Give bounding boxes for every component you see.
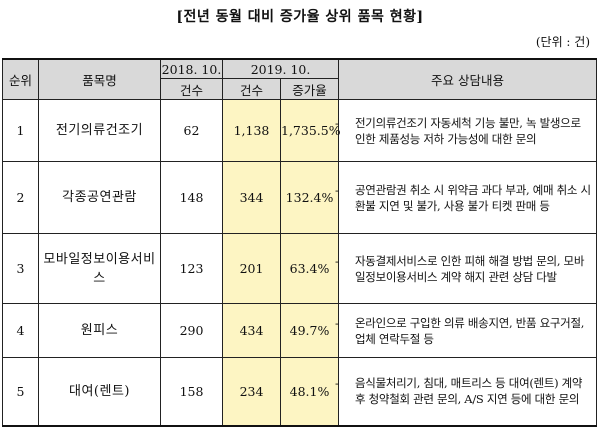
header-curr-period: 2019. 10.: [221, 58, 340, 79]
header-item: 품목명: [38, 58, 161, 100]
prev-count-cell: 158: [160, 357, 223, 426]
prev-count-cell: 123: [160, 233, 223, 304]
details-text: 공연관람권 취소 시 위약금 과다 부과, 예매 취소 시 환불 지연 및 불가…: [355, 182, 591, 213]
growth-cell: 132.4%: [279, 161, 340, 234]
item-name-cell: 전기의류건조기: [38, 99, 161, 162]
rank-cell: 5: [2, 357, 39, 426]
rank-cell: 3: [2, 233, 39, 304]
prev-count-cell: 290: [160, 303, 223, 358]
table-row: 1 전기의류건조기 62 1,138 1,735.5% - 전기의류건조기 자동세…: [2, 99, 598, 162]
prev-count-cell: 62: [160, 99, 223, 162]
details-cell: - 전기의류건조기 자동세척 기능 불만, 녹 발생으로 인한 제품성능 저하 가…: [335, 99, 598, 162]
curr-count-cell: 201: [222, 233, 281, 304]
header-prev-period: 2018. 10.: [160, 58, 223, 79]
details-cell: - 온라인으로 구입한 의류 배송지연, 반품 요구거절, 업체 연락두절 등: [335, 303, 598, 358]
details-text: 전기의류건조기 자동세척 기능 불만, 녹 발생으로 인한 제품성능 저하 가능…: [355, 115, 581, 146]
unit-label: (단위 : 건): [535, 35, 590, 49]
rank-cell: 2: [2, 161, 39, 234]
table-row: 5 대여(렌트) 158 234 48.1% - 음식물처리기, 침대, 매트리스…: [2, 357, 598, 426]
top-growth-items-table: 순위 품목명 2018. 10. 2019. 10. 주요 상담내용 건수 건수…: [2, 58, 598, 427]
header-details: 주요 상담내용: [338, 58, 598, 100]
table-row: 4 원피스 290 434 49.7% - 온라인으로 구입한 의류 배송지연, …: [2, 303, 598, 358]
growth-cell: 49.7%: [279, 303, 340, 358]
curr-count-cell: 1,138: [222, 99, 281, 162]
item-name-cell: 원피스: [38, 303, 161, 358]
header-prev-count: 건수: [160, 78, 223, 100]
details-cell: - 공연관람권 취소 시 위약금 과다 부과, 예매 취소 시 환불 지연 및 불…: [335, 161, 598, 234]
details-cell: - 음식물처리기, 침대, 매트리스 등 대여(렌트) 계약 후 청약철회 관련 …: [335, 357, 598, 426]
details-cell: - 자동결제서비스로 인한 피해 해결 방법 문의, 모바일정보이용서비스 계약 …: [335, 233, 598, 304]
growth-cell: 1,735.5%: [279, 99, 341, 162]
item-name-cell: 대여(렌트): [38, 357, 161, 426]
table-row: 3 모바일정보이용서비스 123 201 63.4% - 자동결제서비스로 인한 …: [2, 233, 598, 304]
header-curr-count: 건수: [222, 78, 281, 100]
table-row: 2 각종공연관람 148 344 132.4% - 공연관람권 취소 시 위약금 …: [2, 161, 598, 234]
curr-count-cell: 344: [222, 161, 281, 234]
growth-cell: 48.1%: [279, 357, 340, 426]
table-title: [전년 동월 대비 증가율 상위 품목 현황]: [176, 9, 424, 25]
curr-count-cell: 234: [222, 357, 281, 426]
item-name-cell: 각종공연관람: [38, 161, 161, 234]
rank-cell: 4: [2, 303, 39, 358]
details-text: 온라인으로 구입한 의류 배송지연, 반품 요구거절, 업체 연락두절 등: [355, 315, 585, 346]
prev-count-cell: 148: [160, 161, 223, 234]
rank-cell: 1: [2, 99, 39, 162]
details-text: 자동결제서비스로 인한 피해 해결 방법 문의, 모바일정보이용서비스 계약 해…: [355, 253, 585, 284]
item-name-cell: 모바일정보이용서비스: [38, 233, 161, 304]
curr-count-cell: 434: [222, 303, 281, 358]
growth-cell: 63.4%: [279, 233, 340, 304]
header-rank: 순위: [2, 58, 39, 100]
header-growth: 증가율: [279, 78, 340, 100]
details-text: 음식물처리기, 침대, 매트리스 등 대여(렌트) 계약 후 청약철회 관련 문…: [355, 376, 583, 407]
